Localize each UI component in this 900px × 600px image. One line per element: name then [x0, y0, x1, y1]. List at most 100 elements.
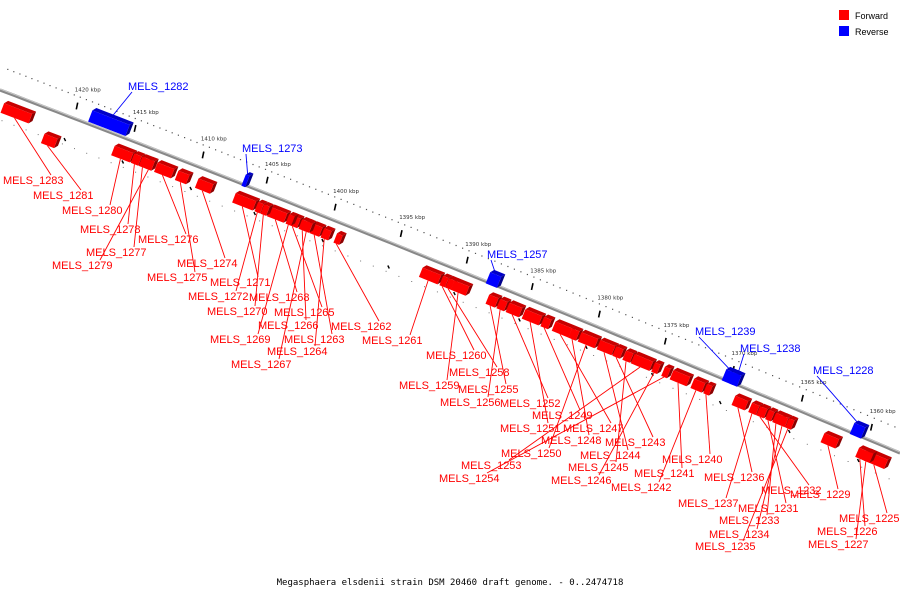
- gene-mels_1273[interactable]: [241, 172, 254, 188]
- gene-mels_1271[interactable]: [232, 190, 261, 211]
- gene-label-mels_1268[interactable]: MELS_1268: [249, 292, 310, 304]
- gene-label-mels_1240[interactable]: MELS_1240: [662, 454, 723, 466]
- gene-label-mels_1250[interactable]: MELS_1250: [501, 448, 562, 460]
- gene-mels_1238[interactable]: [729, 370, 746, 387]
- gene-label-mels_1241[interactable]: MELS_1241: [634, 468, 695, 480]
- label-leader-line: [725, 413, 753, 499]
- gene-label-mels_1244[interactable]: MELS_1244: [580, 450, 641, 462]
- gene-label-mels_1233[interactable]: MELS_1233: [719, 515, 780, 527]
- gene-label-mels_1261[interactable]: MELS_1261: [362, 335, 423, 347]
- gene-mels_1279[interactable]: [145, 156, 159, 171]
- gene-label-mels_1226[interactable]: MELS_1226: [817, 526, 878, 538]
- gene-mels_1256[interactable]: [496, 296, 512, 312]
- gene-label-mels_1256[interactable]: MELS_1256: [440, 397, 501, 409]
- gene-label-mels_1231[interactable]: MELS_1231: [738, 503, 799, 515]
- gene-label-mels_1246[interactable]: MELS_1246: [551, 475, 612, 487]
- gene-label-mels_1234[interactable]: MELS_1234: [709, 529, 770, 541]
- gene-label-mels_1281[interactable]: MELS_1281: [33, 190, 94, 202]
- gene-label-mels_1276[interactable]: MELS_1276: [138, 234, 199, 246]
- gene-mels_1259[interactable]: [450, 278, 474, 296]
- major-tick: [869, 423, 873, 431]
- gene-label-mels_1280[interactable]: MELS_1280: [62, 205, 123, 217]
- gene-label-mels_1243[interactable]: MELS_1243: [605, 437, 666, 449]
- gene-mels_1275[interactable]: [174, 168, 194, 185]
- gene-mels_1250[interactable]: [577, 329, 603, 349]
- gene-mels_1255[interactable]: [485, 292, 503, 308]
- gene-label-mels_1232[interactable]: MELS_1232: [761, 485, 822, 497]
- gene-label-mels_1228[interactable]: MELS_1228: [813, 365, 874, 377]
- gene-mels_1236[interactable]: [731, 393, 753, 411]
- gene-label-mels_1274[interactable]: MELS_1274: [177, 258, 238, 270]
- gene-label-mels_1263[interactable]: MELS_1263: [284, 334, 345, 346]
- gene-mels_1251[interactable]: [521, 306, 547, 326]
- gene-mels_1268[interactable]: [266, 204, 292, 223]
- gene-mels_1253[interactable]: [630, 351, 657, 371]
- gene-mels_1281[interactable]: [40, 131, 62, 149]
- gene-label-mels_1247[interactable]: MELS_1247: [563, 423, 624, 435]
- gene-label-mels_1275[interactable]: MELS_1275: [147, 272, 208, 284]
- gene-label-mels_1282[interactable]: MELS_1282: [128, 81, 189, 93]
- gene-label-mels_1242[interactable]: MELS_1242: [611, 482, 672, 494]
- gene-label-mels_1225[interactable]: MELS_1225: [839, 513, 900, 525]
- gene-mels_1269[interactable]: [285, 211, 299, 226]
- gene-mels_1228[interactable]: [849, 420, 870, 439]
- gene-label-mels_1262[interactable]: MELS_1262: [331, 321, 392, 333]
- gene-label-mels_1237[interactable]: MELS_1237: [678, 498, 739, 510]
- gene-label-mels_1238[interactable]: MELS_1238: [740, 343, 801, 355]
- gene-label-mels_1271[interactable]: MELS_1271: [210, 277, 271, 289]
- gene-label-mels_1236[interactable]: MELS_1236: [704, 472, 765, 484]
- gene-label-mels_1258[interactable]: MELS_1258: [449, 367, 510, 379]
- gene-mels_1252[interactable]: [505, 300, 527, 318]
- gene-label-mels_1229[interactable]: MELS_1229: [790, 489, 851, 501]
- gene-label-mels_1227[interactable]: MELS_1227: [808, 539, 869, 551]
- major-tick: [333, 203, 337, 211]
- gene-mels_1270[interactable]: [260, 202, 274, 216]
- gene-label-mels_1249[interactable]: MELS_1249: [532, 410, 593, 422]
- gene-mels_1241[interactable]: [669, 367, 695, 387]
- gene-label-mels_1273[interactable]: MELS_1273: [242, 143, 303, 155]
- gene-mels_1264[interactable]: [320, 225, 336, 241]
- gene-mels_1227[interactable]: [862, 448, 878, 463]
- gene-label-mels_1253[interactable]: MELS_1253: [461, 460, 522, 472]
- gene-mels_1267[interactable]: [303, 219, 317, 233]
- gene-mels_1235[interactable]: [785, 415, 799, 430]
- gene-mels_1274[interactable]: [194, 176, 218, 194]
- gene-label-mels_1255[interactable]: MELS_1255: [458, 384, 519, 396]
- gene-label-mels_1278[interactable]: MELS_1278: [80, 224, 141, 236]
- gene-label-mels_1264[interactable]: MELS_1264: [267, 346, 328, 358]
- gene-mels_1282[interactable]: [88, 108, 134, 136]
- gene-label-mels_1283[interactable]: MELS_1283: [3, 175, 64, 187]
- gene-label-mels_1259[interactable]: MELS_1259: [399, 380, 460, 392]
- gene-mels_1229[interactable]: [820, 430, 844, 449]
- gene-mels_1276[interactable]: [154, 160, 179, 179]
- gene-label-mels_1248[interactable]: MELS_1248: [541, 435, 602, 447]
- gene-mels_1248[interactable]: [568, 326, 584, 341]
- gene-mels_1257[interactable]: [485, 269, 506, 288]
- gene-label-mels_1257[interactable]: MELS_1257: [487, 249, 548, 261]
- gene-label-mels_1251[interactable]: MELS_1251: [500, 423, 561, 435]
- gene-label-mels_1260[interactable]: MELS_1260: [426, 350, 487, 362]
- gene-mels_1240[interactable]: [703, 381, 717, 396]
- gene-label-mels_1267[interactable]: MELS_1267: [231, 359, 292, 371]
- gene-label-mels_1279[interactable]: MELS_1279: [52, 260, 113, 272]
- gene-label-mels_1270[interactable]: MELS_1270: [207, 306, 268, 318]
- scale-dot: [258, 166, 260, 168]
- gene-mels_1249[interactable]: [540, 314, 556, 330]
- gene-mels_1261[interactable]: [418, 265, 446, 285]
- gene-label-mels_1269[interactable]: MELS_1269: [210, 334, 271, 346]
- gene-label-mels_1277[interactable]: MELS_1277: [86, 247, 147, 259]
- gene-label-mels_1266[interactable]: MELS_1266: [258, 320, 319, 332]
- gene-label-mels_1272[interactable]: MELS_1272: [188, 291, 249, 303]
- gene-label-mels_1235[interactable]: MELS_1235: [695, 541, 756, 553]
- gene-label-mels_1245[interactable]: MELS_1245: [568, 462, 629, 474]
- gene-mels_1262[interactable]: [333, 230, 347, 245]
- gene-mels_1232[interactable]: [756, 403, 772, 419]
- gene-label-mels_1265[interactable]: MELS_1265: [274, 307, 335, 319]
- gene-mels_1246[interactable]: [651, 360, 665, 374]
- gene-mels_1243[interactable]: [612, 344, 628, 359]
- gene-label-mels_1254[interactable]: MELS_1254: [439, 473, 500, 485]
- gene-label-mels_1239[interactable]: MELS_1239: [695, 326, 756, 338]
- gene-mels_1283[interactable]: [0, 100, 37, 124]
- gene-label-mels_1252[interactable]: MELS_1252: [500, 398, 561, 410]
- gene-mels_1254[interactable]: [661, 364, 675, 379]
